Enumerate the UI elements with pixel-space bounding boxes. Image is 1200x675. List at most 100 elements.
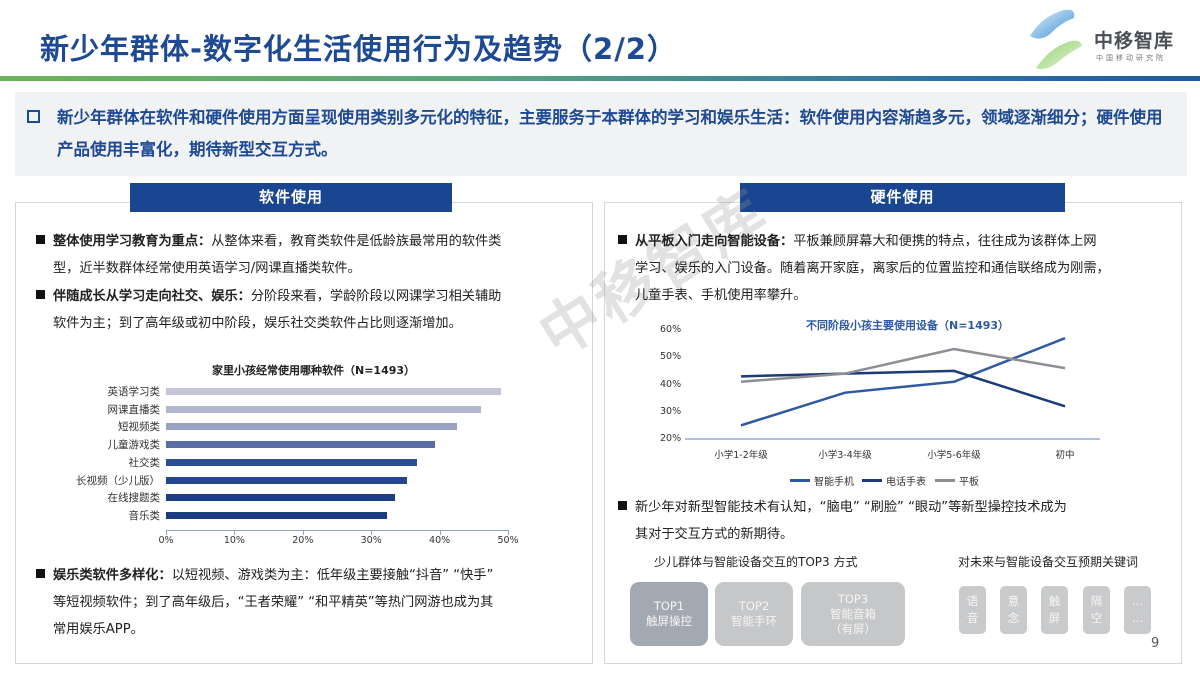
keyword-mind: 意念 [1000,586,1027,634]
x-tick-label: 20% [292,535,314,546]
bullet-heading: 从平板入门走向智能设备： [635,234,794,249]
keyword-char: 屏 [1048,611,1061,625]
bullet-text: 常用娱乐APP。 [53,622,144,637]
rank-label: TOP2 [738,599,770,613]
x-category-label: 小学5-6年级 [927,450,981,461]
x-category-label: 小学3-4年级 [818,450,872,461]
method-label: 触屏操控 [646,614,692,628]
keyword-contactless: 隔空 [1083,586,1110,634]
x-tick-label: 40% [429,535,451,546]
bullet-text: 型，近半数群体经常使用英语学习/网课直播类软件。 [53,261,361,276]
bar [166,423,457,431]
rank-label: TOP1 [653,599,685,613]
legend-label: 平板 [959,477,979,488]
bullet-square-icon [618,501,627,510]
top2-card: TOP2 智能手环 [715,582,793,646]
legend-label: 智能手机 [814,477,854,488]
bar-category-label: 社交类 [128,456,161,469]
y-tick-label: 30% [660,405,682,417]
brand-logo: 中移智库 中国移动研究院 [1022,8,1192,72]
y-tick-label: 20% [660,433,682,444]
keyword-char: 念 [1007,611,1020,625]
logo-mark-icon [1030,9,1082,70]
keyword-char: 触 [1048,594,1061,608]
bullet-text: 软件为主；到了高年级或初中阶段，娱乐社交类软件占比则逐渐增加。 [53,316,462,331]
x-tick [439,530,441,535]
bullet-square-icon [36,235,45,244]
method-note: （有屏） [830,621,876,636]
keyword-char: ... [1132,594,1143,608]
bar-category-label: 英语学习类 [107,386,161,398]
top3-card: TOP3 智能音箱 （有屏） [801,582,905,646]
software-bullet-3: 娱乐类软件多样化：以短视频、游戏类为主：低年级主要接触“抖音” “快手” 等短视… [36,562,581,643]
x-category-label: 初中 [1055,450,1075,461]
bar [166,405,481,413]
method-label: 智能手环 [731,614,777,628]
y-tick-label: 40% [660,378,682,390]
top3-title: 少儿群体与智能设备交互的TOP3 方式 [654,555,858,569]
keyword-char: 隔 [1090,594,1103,608]
bullet-square-icon [36,290,45,299]
keyword-char: 空 [1090,611,1103,625]
keyword-touchscreen: 触屏 [1041,586,1068,634]
bar [166,511,387,519]
bullet-text: 分阶段来看，学龄阶段以网课学习相关辅助 [250,289,502,304]
method-label: 智能音箱 [830,606,876,621]
bullet-text: 平板兼顾屏幕大和便携的特点，往往成为该群体上网 [793,234,1097,249]
bullet-text: 儿童手表、手机使用率攀升。 [635,288,807,303]
software-bullet-2: 伴随成长从学习走向社交、娱乐：分阶段来看，学龄阶段以网课学习相关辅助 软件为主；… [36,283,581,337]
legend-item: 电话手表 [862,473,926,488]
page-number: 9 [1151,636,1160,651]
bar [166,441,435,449]
x-tick [371,530,373,535]
software-panel [15,202,593,664]
legend-item: 智能手机 [790,473,854,488]
keywords-title: 对未来与智能设备交互预期关键词 [958,555,1139,569]
x-tick [234,530,236,535]
bullet-text: 等短视频软件；到了高年级后，“王者荣耀” “和平精英”等热门网游也成为其 [53,595,494,610]
hardware-panel-header: 硬件使用 [740,183,1065,212]
x-tick-label: 0% [158,535,174,546]
legend-item: 平板 [935,473,979,488]
bullet-square-icon [618,235,627,244]
y-tick-label: 60% [660,324,682,335]
page-title: 新少年群体-数字化生活使用行为及趋势（2/2） [40,32,677,66]
rank-label: TOP3 [837,591,869,606]
hardware-bullet-2: 新少年对新型智能技术有认知，“脑电” “刷脸” “眼动”等新型操控技术成为 其对… [618,494,1178,548]
keyword-voice: 语音 [959,586,986,634]
hardware-bullet-1: 从平板入门走向智能设备：平板兼顾屏幕大和便携的特点，往往成为该群体上网 学习、娱… [618,228,1178,309]
legend-swatch-icon [862,479,882,482]
bar-category-label: 儿童游戏类 [107,439,161,452]
x-tick-label: 10% [223,535,245,546]
title-divider [0,76,1200,81]
software-bullet-1: 整体使用学习教育为重点：从整体来看，教育类软件是低龄族最常用的软件类 型，近半数… [36,228,581,282]
bar [166,388,502,395]
legend-swatch-icon [790,479,810,482]
keyword-char: 意 [1007,594,1020,608]
keyword-more: ...... [1124,586,1151,634]
bar-chart-title: 家里小孩经常使用哪种软件（N=1493） [212,364,416,377]
keyword-char: 音 [966,611,979,625]
software-panel-header: 软件使用 [130,183,452,212]
bar-category-label: 短视频类 [118,421,160,434]
bar-category-label: 网课直播类 [107,403,161,416]
logo-name: 中移智库 [1094,30,1175,52]
bar [166,458,418,466]
x-tick [508,530,509,535]
logo-subtitle: 中国移动研究院 [1096,54,1166,62]
bullet-heading: 娱乐类软件多样化： [53,568,172,583]
bar-category-label: 在线搜题类 [107,492,161,505]
bar-category-label: 音乐类 [128,509,161,522]
legend-swatch-icon [935,479,955,482]
keyword-char: 语 [966,594,979,608]
bullet-text: 学习、娱乐的入门设备。随着离开家庭，离家后的位置监控和通信联络成为刚需， [635,261,1110,276]
bullet-heading: 整体使用学习教育为重点： [53,234,212,249]
bullet-text: 新少年对新型智能技术有认知，“脑电” “刷脸” “眼动”等新型操控技术成为 [635,500,1067,515]
y-tick-label: 50% [660,351,682,363]
x-tick-label: 50% [497,535,519,546]
bullet-text: 其对于交互方式的新期待。 [635,527,794,542]
bullet-text: 以短视频、游戏类为主：低年级主要接触“抖音” “快手” [171,568,494,583]
bar [166,476,408,484]
keyword-char: ... [1132,611,1143,625]
bar [166,494,396,502]
